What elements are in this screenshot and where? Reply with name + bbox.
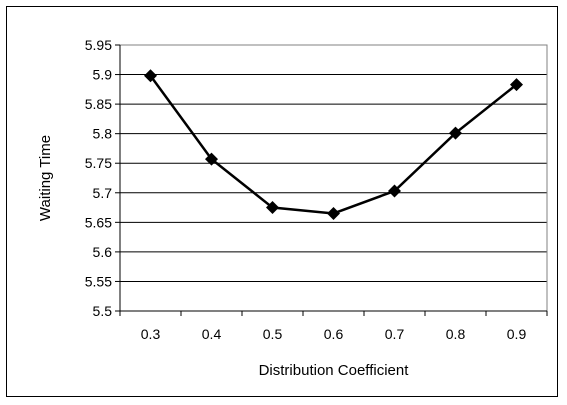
gridlines <box>120 44 547 282</box>
data-point-marker <box>327 206 340 220</box>
data-point-marker <box>449 126 462 140</box>
y-axis-tick-labels: 5.5 5.55 5.6 5.65 5.7 5.75 5.8 5.85 5.9 5.95 <box>85 37 112 319</box>
y-tick-label: 5.9 <box>93 67 113 83</box>
data-point-marker <box>205 152 218 166</box>
y-tick-label: 5.75 <box>85 155 112 171</box>
x-tick-label: 0.8 <box>446 326 466 342</box>
data-point-marker <box>266 201 279 215</box>
series-markers <box>144 69 523 220</box>
data-point-marker <box>510 78 523 92</box>
x-tick-label: 0.4 <box>202 326 222 342</box>
y-tick-label: 5.8 <box>93 126 113 142</box>
y-tick-label: 5.85 <box>85 96 112 112</box>
x-axis-title: Distribution Coefficient <box>259 362 410 379</box>
chart-frame <box>6 6 558 397</box>
y-tick-label: 5.65 <box>85 214 112 230</box>
y-tick-label: 5.95 <box>85 37 112 53</box>
x-tick-label: 0.9 <box>507 326 527 342</box>
x-tick-label: 0.6 <box>324 326 344 342</box>
x-axis-tick-labels: 0.3 0.4 0.5 0.6 0.7 0.8 0.9 <box>141 326 527 342</box>
y-axis-title: Waiting Time <box>37 135 54 221</box>
y-tick-label: 5.55 <box>85 273 112 289</box>
axis-ticks <box>115 44 548 316</box>
y-tick-label: 5.5 <box>93 303 113 319</box>
data-point-marker <box>388 184 401 198</box>
x-tick-label: 0.7 <box>385 326 405 342</box>
x-tick-label: 0.5 <box>263 326 283 342</box>
y-tick-label: 5.7 <box>93 185 113 201</box>
data-point-marker <box>144 69 157 83</box>
plot-area-border <box>119 44 548 312</box>
y-tick-label: 5.6 <box>93 244 113 260</box>
x-tick-label: 0.3 <box>141 326 161 342</box>
